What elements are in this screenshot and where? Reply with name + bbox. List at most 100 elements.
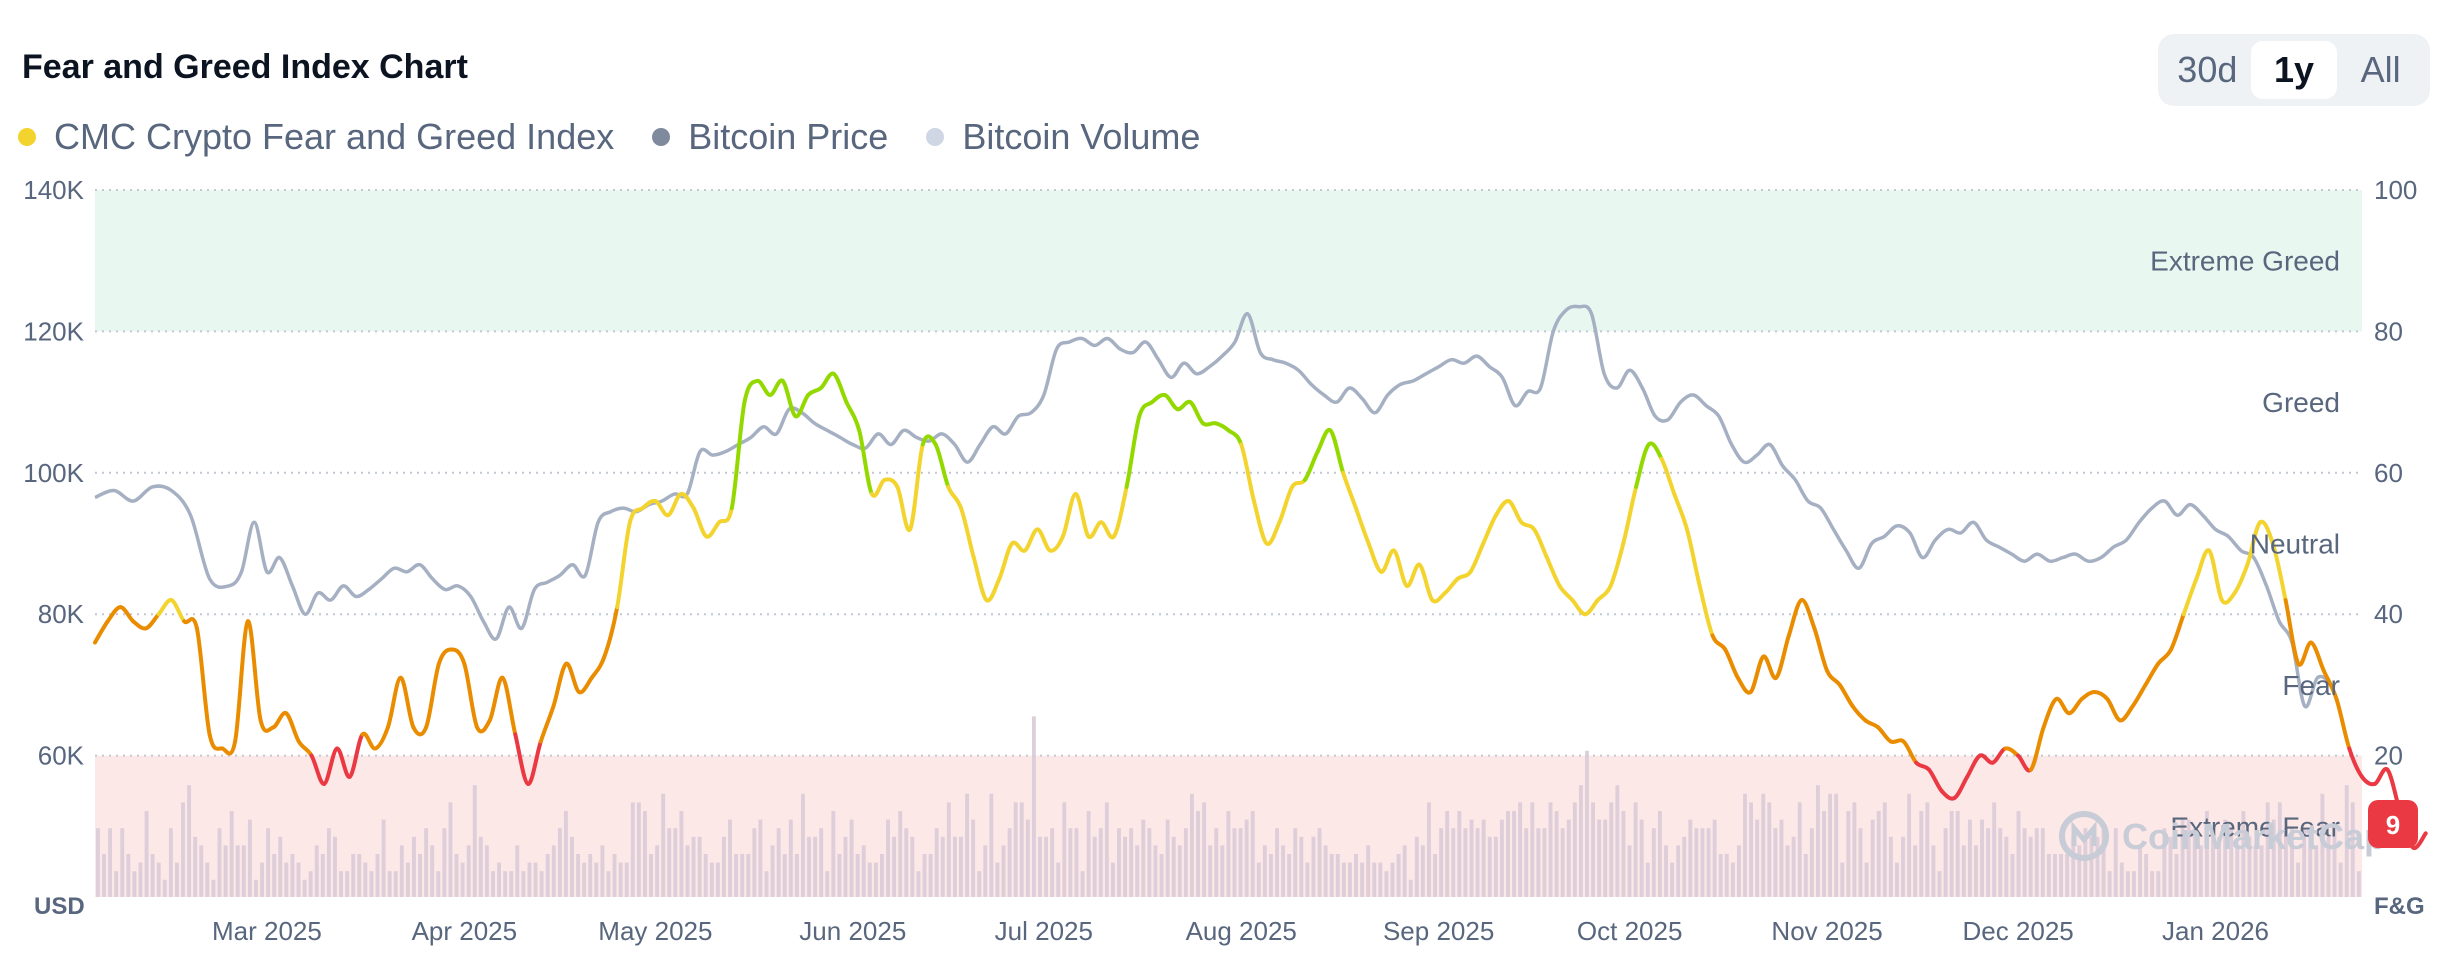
volume-bar <box>2022 828 2027 897</box>
fear-greed-line-segment <box>1799 598 1817 631</box>
volume-bar <box>1603 819 1608 897</box>
range-30d-button[interactable]: 30d <box>2177 49 2238 90</box>
volume-bar <box>1876 811 1881 897</box>
fear-greed-line-segment <box>1659 456 1677 496</box>
volume-bar <box>831 811 836 897</box>
volume-bar <box>1700 828 1705 897</box>
volume-bar <box>1718 854 1723 897</box>
fear-greed-line-segment <box>1392 548 1409 588</box>
fear-greed-line-segment <box>1812 626 1830 673</box>
volume-bar <box>2283 828 2288 897</box>
volume-bar <box>892 836 897 897</box>
fear-greed-line-segment <box>2219 591 2237 605</box>
volume-bar <box>1664 845 1668 897</box>
volume-bar <box>2198 845 2203 897</box>
fear-greed-line-segment <box>233 619 250 744</box>
fear-greed-line-segment <box>1048 534 1065 553</box>
fear-greed-line-segment <box>589 654 607 680</box>
fear-greed-line-segment <box>2041 697 2059 730</box>
fear-greed-line-segment <box>1124 414 1142 489</box>
fear-greed-line-segment <box>984 576 1002 603</box>
legend-item-bitcoin-volume[interactable]: Bitcoin Volume <box>926 116 1200 158</box>
volume-bar <box>2168 836 2173 897</box>
fear-greed-line-segment <box>653 499 671 518</box>
zone-label: Fear <box>2282 670 2340 701</box>
fear-greed-line-segment <box>564 661 581 694</box>
volume-bar <box>904 828 909 897</box>
volume-bar <box>132 871 137 897</box>
fear-greed-line-segment <box>2207 548 2224 603</box>
fear-greed-line-segment <box>487 675 505 723</box>
volume-bar <box>1499 819 1504 897</box>
volume-bar <box>861 845 866 897</box>
legend-item-fear-greed[interactable]: CMC Crypto Fear and Greed Index <box>18 116 614 158</box>
volume-bar <box>709 862 714 897</box>
volume-bar <box>1420 845 1425 897</box>
fear-greed-line-segment <box>1544 555 1562 588</box>
volume-bar <box>2326 836 2331 897</box>
right-axis-tick-label: 80 <box>2374 316 2403 346</box>
volume-bar <box>326 828 331 897</box>
volume-bar <box>1755 819 1760 897</box>
volume-bar <box>1974 845 1978 897</box>
volume-bar <box>1621 811 1626 897</box>
volume-bar <box>472 785 477 897</box>
fear-greed-line-segment <box>1379 548 1397 574</box>
fear-greed-line-segment <box>1404 562 1422 588</box>
volume-bar <box>1566 819 1571 897</box>
fear-greed-line-segment <box>2270 541 2288 603</box>
volume-bar <box>1779 819 1784 897</box>
fear-greed-line-segment <box>1073 492 1091 539</box>
volume-bar <box>2271 819 2276 897</box>
fear-greed-line-segment <box>296 739 314 758</box>
fear-greed-line-segment <box>1328 428 1346 475</box>
fear-greed-line-segment <box>1621 484 1639 546</box>
fear-greed-line-segment <box>1532 527 1549 560</box>
legend-label-fear-greed: CMC Crypto Fear and Greed Index <box>54 116 615 157</box>
volume-bar <box>1372 862 1377 897</box>
volume-bar <box>2290 828 2294 897</box>
volume-bar <box>351 854 356 897</box>
volume-bar <box>667 828 672 897</box>
fear-greed-line-segment <box>2296 640 2314 667</box>
volume-bar <box>1414 836 1419 897</box>
x-axis-tick-label: Mar 2025 <box>212 916 322 946</box>
left-axis-tick-label: 140K <box>23 175 84 205</box>
volume-bar <box>1323 845 1328 897</box>
volume-bar <box>2217 836 2222 897</box>
fear-greed-line-segment <box>1608 541 1626 588</box>
volume-bar <box>606 871 611 897</box>
volume-bar <box>1475 828 1480 897</box>
volume-bar <box>934 828 939 897</box>
right-axis-tick-label: 100 <box>2374 175 2417 205</box>
volume-bar <box>1031 716 1036 897</box>
volume-bar <box>1506 811 1510 897</box>
volume-bar <box>1882 802 1887 897</box>
volume-bar <box>181 802 185 897</box>
volume-bar <box>1560 828 1565 897</box>
coinmarketcap-logo-icon <box>2059 811 2109 861</box>
range-all-button[interactable]: All <box>2360 49 2401 90</box>
fear-greed-line-segment <box>615 520 632 610</box>
volume-bar <box>2320 793 2325 897</box>
volume-bar <box>2125 871 2130 897</box>
volume-bar <box>162 879 167 897</box>
volume-bar <box>1901 836 1905 897</box>
fear-greed-line-segment <box>1366 541 1384 574</box>
fear-greed-line-segment <box>475 718 492 734</box>
range-selector: 30d 1y All <box>2158 34 2430 106</box>
volume-bar <box>545 854 550 897</box>
fear-greed-line-segment <box>2092 690 2110 701</box>
fear-greed-line-segment <box>2283 598 2301 666</box>
volume-bar <box>1791 836 1796 897</box>
fear-greed-line-segment <box>398 675 416 730</box>
legend-item-bitcoin-price[interactable]: Bitcoin Price <box>652 116 888 158</box>
volume-bar <box>2089 836 2094 897</box>
volume-bar <box>971 819 976 897</box>
fear-greed-line-segment <box>1175 399 1193 412</box>
volume-bar <box>1943 828 1948 897</box>
volume-bar <box>1208 845 1213 897</box>
volume-bar <box>819 828 824 897</box>
range-1y-button[interactable]: 1y <box>2250 41 2338 99</box>
